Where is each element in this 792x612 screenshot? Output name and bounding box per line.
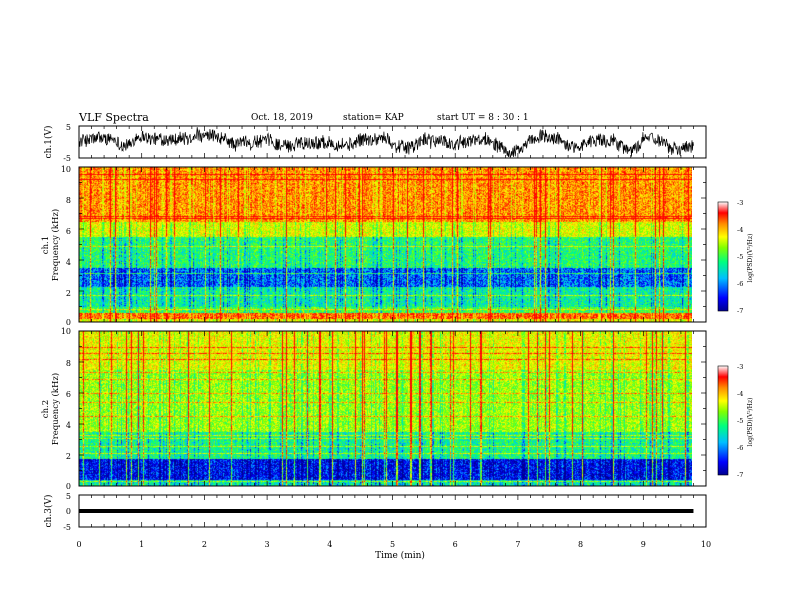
time-axis-tick-5: 5	[390, 540, 395, 549]
ch1-cbar-tick-m3: -3	[737, 199, 743, 207]
chart-title: VLF Spectra	[79, 111, 149, 124]
ch1-spectrogram-heatmap	[79, 167, 692, 322]
ch2-cbar-tick-m7: -7	[737, 471, 743, 479]
ch3-waveform-ylabel: ch.3(V)	[43, 495, 54, 528]
ch1-waveform-ylabel: ch.1(V)	[43, 126, 54, 159]
ch1-spectrogram-panel: 10 8 6 4 2 0 ch.1 Frequency (kHz)	[41, 165, 707, 327]
time-axis-tick-8: 8	[578, 540, 583, 549]
ch3-ytick-mid: 0	[66, 507, 71, 516]
ch1-ytick-2: 2	[66, 289, 71, 298]
ch2-spectrogram-ticks	[78, 330, 707, 487]
ch2-ytick-8: 8	[66, 359, 71, 368]
ch3-ytick-top: 5	[66, 492, 71, 501]
ch2-spectrogram-heatmap	[79, 331, 692, 486]
time-axis-label: Time (min)	[375, 550, 425, 561]
ch2-spectrogram-panel: 10 8 6 4 2 0 ch.2 Frequency (kHz)	[41, 327, 707, 491]
ch1-cbar-tick-m6: -6	[737, 280, 743, 288]
ch1-colorbar: -3 -4 -5 -6 -7 log(PSD)(V²/Hz)	[717, 199, 754, 315]
ch2-ytick-0: 0	[66, 482, 71, 491]
time-axis-tick-0: 0	[76, 540, 81, 549]
ch1-ytick-4: 4	[66, 258, 71, 267]
ch1-waveform-ticks	[78, 126, 707, 158]
ch1-cbar-tick-m4: -4	[737, 226, 743, 234]
ch2-cbar-tick-m4: -4	[737, 390, 743, 398]
ch3-waveform-panel: 5 0 -5 ch.3(V)	[43, 492, 707, 532]
ch1-colorbar-scale	[717, 201, 729, 312]
ch2-ytick-6: 6	[66, 390, 71, 399]
time-axis-tick-10: 10	[701, 540, 711, 549]
ch3-ytick-bottom: -5	[63, 523, 71, 532]
ch1-ytick-10: 10	[61, 165, 71, 174]
ch1-colorbar-label: log(PSD)(V²/Hz)	[747, 234, 754, 283]
ch1-cbar-tick-m7: -7	[737, 307, 743, 315]
ch1-waveform-panel: 5 -5 ch.1(V)	[43, 123, 707, 163]
ch1-spectrogram-ticks	[78, 166, 707, 323]
time-axis-tick-labels: 0 1 2 3 4 5 6 7 8 9 10	[76, 540, 711, 549]
time-axis-tick-6: 6	[453, 540, 458, 549]
date-label: Oct. 18, 2019	[251, 113, 313, 123]
ch2-ytick-2: 2	[66, 452, 71, 461]
ch2-colorbar-scale	[717, 365, 729, 476]
ch2-colorbar-label: log(PSD)(V²/Hz)	[747, 398, 754, 447]
time-axis-tick-1: 1	[139, 540, 144, 549]
ch2-cbar-tick-m5: -5	[737, 417, 743, 425]
ch2-spectrogram-ylabel-channel: ch.2	[41, 400, 51, 418]
time-axis-tick-3: 3	[265, 540, 270, 549]
ch2-colorbar: -3 -4 -5 -6 -7 log(PSD)(V²/Hz)	[717, 363, 754, 479]
station-label: station= KAP	[343, 113, 404, 123]
ch2-cbar-tick-m6: -6	[737, 444, 743, 452]
ch2-spectrogram-ylabel-frequency: Frequency (kHz)	[50, 373, 61, 445]
start-time-label: start UT = 8 : 30 : 1	[437, 113, 529, 123]
ch1-ytick-0: 0	[66, 318, 71, 327]
ch1-spectrogram-ylabel-frequency: Frequency (kHz)	[50, 209, 61, 281]
ch1-ytick-bottom: -5	[63, 154, 71, 163]
ch1-ytick-top: 5	[66, 123, 71, 132]
time-axis-tick-4: 4	[327, 540, 332, 549]
ch2-cbar-tick-m3: -3	[737, 363, 743, 371]
ch1-waveform-trace	[78, 127, 694, 158]
ch1-ytick-8: 8	[66, 196, 71, 205]
ch1-cbar-tick-m5: -5	[737, 253, 743, 261]
time-axis-tick-7: 7	[515, 540, 520, 549]
time-axis-tick-2: 2	[202, 540, 207, 549]
time-axis-tick-9: 9	[641, 540, 646, 549]
ch2-ytick-10: 10	[61, 327, 71, 336]
ch3-waveform-ticks	[78, 495, 707, 527]
ch1-spectrogram-ylabel-channel: ch.1	[41, 236, 51, 254]
ch1-ytick-6: 6	[66, 227, 71, 236]
ch2-ytick-4: 4	[66, 421, 71, 430]
